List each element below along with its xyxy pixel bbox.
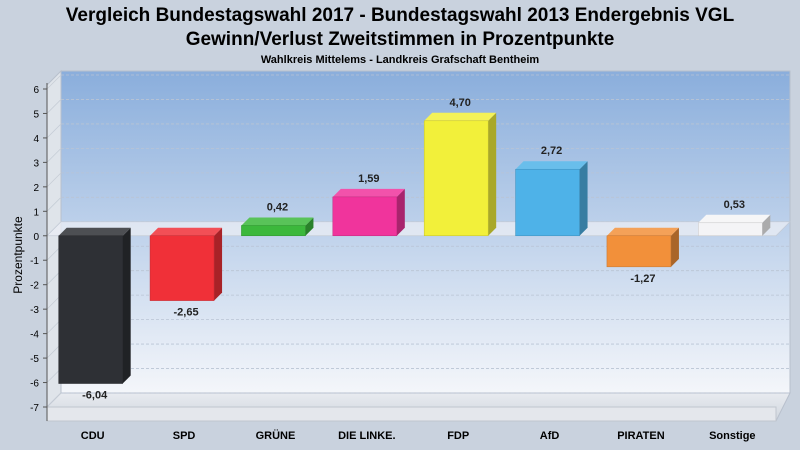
bar-value-label: 0,53 bbox=[724, 199, 745, 211]
y-tick-label: -5 bbox=[30, 354, 39, 365]
gridline-side bbox=[46, 392, 62, 408]
y-tick-label: 2 bbox=[33, 183, 39, 194]
gridline-side bbox=[46, 148, 62, 163]
bar-top bbox=[698, 214, 771, 223]
y-tick-label: -2 bbox=[30, 281, 39, 292]
bar-value-label: 2,72 bbox=[541, 145, 562, 157]
bar-cdu: -6,04 bbox=[58, 227, 131, 402]
bar-value-label: -2,65 bbox=[174, 307, 199, 319]
y-tick-label: 5 bbox=[33, 109, 39, 120]
chart-subtitle: Gewinn/Verlust Zweitstimmen in Prozentpu… bbox=[185, 29, 615, 50]
bar-sonstige: 0,53 bbox=[698, 199, 771, 237]
x-axis: CDU SPD GRÜNE DIE LINKE. FDP AfD PIRATEN Sonsti… bbox=[81, 429, 756, 442]
bars: -6,04 -2,65 0,42 1,59 4,70 2,72 -1,27 0,53 bbox=[58, 97, 771, 402]
gridline-side bbox=[46, 99, 62, 114]
bar-front bbox=[332, 196, 398, 237]
bar-top bbox=[58, 227, 131, 236]
y-tick-label: 4 bbox=[33, 134, 39, 145]
bar-top bbox=[150, 227, 223, 236]
bar-side bbox=[670, 227, 679, 267]
bar-side bbox=[305, 217, 314, 236]
y-tick-label: 0 bbox=[33, 232, 39, 243]
bar-value-label: 1,59 bbox=[358, 173, 379, 185]
x-tick-label: CDU bbox=[81, 430, 105, 442]
bar-piraten: -1,27 bbox=[606, 227, 679, 285]
x-tick-label: Sonstige bbox=[709, 430, 755, 442]
gridline-side bbox=[46, 197, 62, 212]
bar-die-linke-: 1,59 bbox=[332, 173, 405, 237]
bar-side bbox=[214, 227, 223, 301]
chart-subtitle-region: Wahlkreis Mittelems - Landkreis Grafscha… bbox=[260, 54, 540, 66]
bar-top bbox=[606, 227, 679, 236]
bar-top bbox=[424, 112, 497, 121]
x-tick-label: SPD bbox=[173, 430, 196, 442]
bar-front bbox=[149, 235, 215, 301]
bar-fdp: 4,70 bbox=[423, 97, 497, 237]
x-tick-label: GRÜNE bbox=[256, 429, 296, 442]
bar-afd: 2,72 bbox=[515, 145, 588, 237]
y-tick-label: 6 bbox=[33, 85, 39, 96]
y-tick-label: -3 bbox=[30, 305, 39, 316]
bar-side bbox=[762, 214, 771, 236]
bar-front bbox=[58, 235, 123, 384]
gridline-side bbox=[46, 123, 62, 139]
bar-value-label: -6,04 bbox=[82, 390, 108, 402]
bar-top bbox=[332, 188, 405, 197]
y-tick-label: 3 bbox=[33, 158, 39, 169]
gridline-side bbox=[46, 172, 62, 188]
bar-side bbox=[488, 112, 497, 236]
bar-front bbox=[515, 168, 580, 237]
bar-front bbox=[423, 120, 489, 237]
bar-top bbox=[515, 161, 588, 170]
x-tick-label: PIRATEN bbox=[617, 430, 665, 442]
bar-grüne: 0,42 bbox=[241, 201, 314, 237]
bar-front bbox=[606, 235, 672, 268]
bar-side bbox=[396, 188, 405, 236]
x-tick-label: FDP bbox=[447, 430, 469, 442]
y-tick-label: -1 bbox=[30, 256, 39, 267]
bar-value-label: -1,27 bbox=[630, 273, 655, 285]
bar-side bbox=[122, 227, 131, 384]
y-axis: 6 5 4 3 2 1 0 -1 -2 -3 -4 -5 -6 -7 bbox=[30, 83, 48, 421]
bar-value-label: 0,42 bbox=[267, 201, 288, 213]
y-tick-label: -7 bbox=[30, 403, 39, 414]
plot-floor-front bbox=[46, 406, 777, 422]
y-tick-label: 1 bbox=[33, 207, 39, 218]
bar-side bbox=[579, 161, 588, 236]
bar-front bbox=[241, 225, 306, 237]
bar-front bbox=[698, 222, 763, 237]
x-tick-label: DIE LINKE. bbox=[338, 430, 395, 442]
y-tick-label: -4 bbox=[30, 330, 39, 341]
x-tick-label: AfD bbox=[540, 430, 560, 442]
chart-title: Vergleich Bundestagswahl 2017 - Bundesta… bbox=[65, 5, 735, 26]
y-tick-label: -6 bbox=[30, 379, 39, 390]
bar-top bbox=[241, 217, 314, 226]
bar-value-label: 4,70 bbox=[449, 97, 470, 109]
gridline-side bbox=[46, 74, 62, 90]
bar-spd: -2,65 bbox=[149, 227, 223, 319]
